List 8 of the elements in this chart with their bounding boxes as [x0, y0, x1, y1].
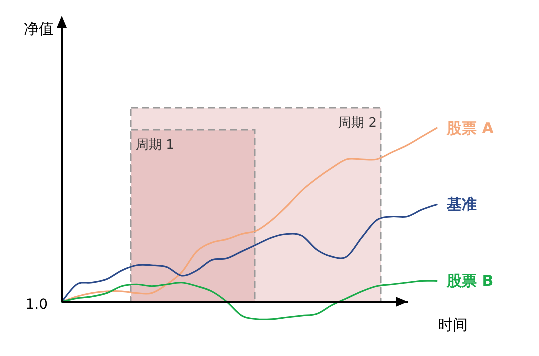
x-axis-title: 时间: [438, 316, 468, 334]
text: 净值: [24, 20, 54, 38]
series-label: 股票 B: [446, 272, 494, 290]
series-label: 股票 A: [446, 119, 494, 138]
annotation: 周期 2: [338, 116, 377, 131]
series-label: 基准: [446, 196, 477, 214]
annotation: 周期 1: [136, 138, 174, 153]
text: 1.0: [26, 297, 48, 313]
